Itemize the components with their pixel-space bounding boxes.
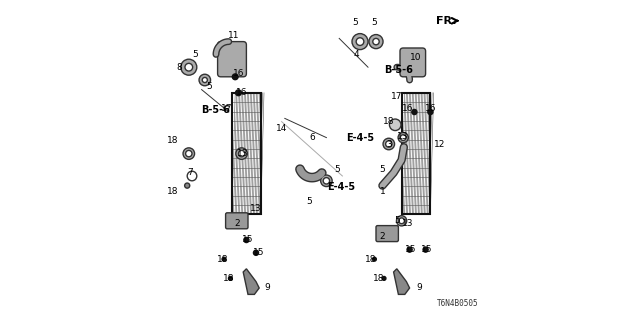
Text: 16: 16	[425, 104, 436, 113]
Text: 15: 15	[253, 248, 265, 257]
Text: 16: 16	[403, 104, 413, 113]
Circle shape	[397, 216, 407, 226]
Text: 12: 12	[435, 140, 445, 148]
Text: B-5-6: B-5-6	[384, 65, 413, 76]
Text: 10: 10	[410, 53, 422, 62]
Circle shape	[372, 38, 379, 45]
Circle shape	[356, 38, 364, 45]
Text: 3: 3	[386, 140, 392, 148]
Circle shape	[423, 247, 428, 252]
Text: 5: 5	[353, 18, 358, 27]
FancyBboxPatch shape	[400, 48, 426, 77]
Circle shape	[382, 276, 386, 280]
Text: 9: 9	[417, 284, 422, 292]
Circle shape	[202, 77, 207, 83]
Circle shape	[407, 247, 412, 252]
Text: 18: 18	[365, 255, 377, 264]
Text: 18: 18	[374, 274, 385, 283]
Text: 16: 16	[236, 88, 247, 97]
Circle shape	[244, 237, 249, 243]
Circle shape	[401, 135, 406, 140]
Circle shape	[222, 257, 226, 261]
Text: 1: 1	[380, 188, 385, 196]
Circle shape	[399, 218, 404, 224]
Text: 5: 5	[380, 165, 385, 174]
Text: 17: 17	[391, 92, 403, 100]
Circle shape	[323, 178, 330, 184]
Text: 8: 8	[177, 63, 182, 72]
Text: 16: 16	[233, 69, 244, 78]
Text: 14: 14	[276, 124, 287, 132]
Circle shape	[321, 175, 332, 187]
Text: 11: 11	[228, 31, 239, 40]
Circle shape	[352, 34, 368, 50]
Circle shape	[253, 250, 259, 255]
Bar	[402, 93, 431, 214]
FancyBboxPatch shape	[218, 42, 246, 77]
Circle shape	[383, 138, 394, 150]
Text: 5: 5	[306, 197, 312, 206]
Text: 17: 17	[221, 104, 233, 113]
Text: 18: 18	[167, 188, 179, 196]
Text: 15: 15	[243, 236, 253, 244]
Circle shape	[369, 35, 383, 49]
Circle shape	[428, 109, 433, 115]
FancyBboxPatch shape	[376, 226, 398, 242]
Text: 9: 9	[264, 284, 270, 292]
Circle shape	[181, 59, 197, 75]
Text: 5: 5	[193, 50, 198, 59]
Text: 15: 15	[422, 245, 433, 254]
Text: 13: 13	[397, 132, 409, 140]
Circle shape	[228, 276, 232, 280]
Text: 6: 6	[309, 133, 315, 142]
Text: T6N4B0505: T6N4B0505	[436, 300, 479, 308]
Text: FR.: FR.	[436, 16, 457, 26]
Circle shape	[184, 183, 189, 188]
Text: 5: 5	[372, 18, 377, 27]
Text: 5: 5	[207, 82, 212, 91]
Text: 13: 13	[237, 149, 249, 158]
Text: 15: 15	[406, 245, 417, 254]
Circle shape	[232, 74, 238, 80]
Circle shape	[186, 150, 192, 157]
Text: 2: 2	[234, 220, 239, 228]
Circle shape	[183, 148, 195, 159]
Text: 13: 13	[403, 220, 413, 228]
Circle shape	[385, 141, 392, 147]
Text: 7: 7	[188, 168, 193, 177]
Text: 18: 18	[217, 255, 228, 264]
Text: E-4-5: E-4-5	[327, 182, 355, 192]
Text: 18: 18	[383, 117, 394, 126]
Circle shape	[398, 132, 408, 143]
Text: 4: 4	[354, 50, 360, 59]
Circle shape	[199, 74, 211, 86]
Circle shape	[236, 90, 241, 96]
Circle shape	[185, 63, 193, 71]
Circle shape	[389, 119, 401, 131]
Circle shape	[372, 257, 376, 261]
Text: 5: 5	[335, 165, 340, 174]
Text: E-4-5: E-4-5	[346, 132, 374, 143]
Text: 18: 18	[223, 274, 234, 283]
Text: 13: 13	[250, 204, 262, 212]
Text: 5: 5	[394, 216, 399, 225]
Text: 2: 2	[380, 232, 385, 241]
Text: 18: 18	[167, 136, 179, 145]
Bar	[232, 93, 261, 214]
Polygon shape	[394, 269, 410, 294]
Circle shape	[187, 171, 197, 181]
FancyBboxPatch shape	[226, 213, 248, 229]
Circle shape	[236, 148, 248, 159]
Text: B-5-6: B-5-6	[202, 105, 230, 116]
Circle shape	[412, 109, 417, 115]
Circle shape	[238, 150, 244, 157]
Polygon shape	[243, 269, 259, 294]
